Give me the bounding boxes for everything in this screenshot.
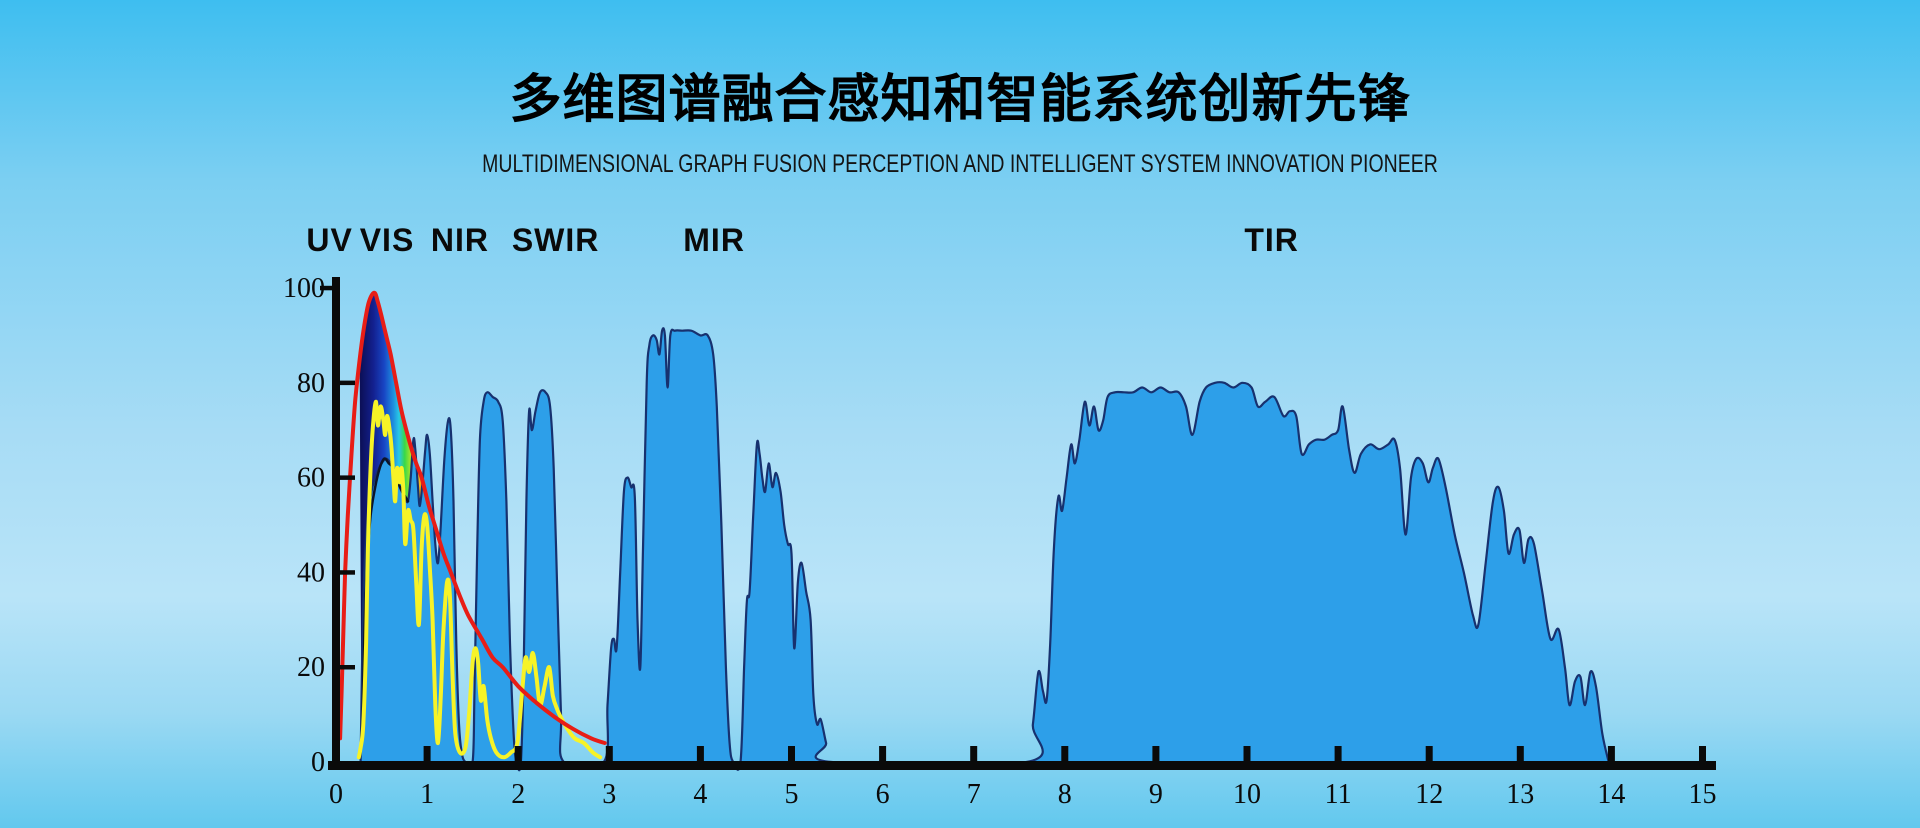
x-axis-tick [1243, 746, 1251, 762]
x-axis-tick [605, 746, 613, 762]
x-axis-label: 9 [1149, 779, 1163, 810]
band-label-swir: SWIR [512, 222, 600, 258]
x-axis-tick [696, 746, 704, 762]
x-axis-label: 5 [785, 779, 799, 810]
page-title: 多维图谱融合感知和智能系统创新先锋 [509, 71, 1411, 129]
x-axis-tick [514, 746, 522, 762]
band-label-mir: MIR [683, 222, 745, 258]
x-axis-tick [1334, 746, 1342, 762]
solar-ground-spectrum-line [356, 399, 603, 760]
y-axis-tick [340, 475, 355, 480]
y-axis-label: 20 [297, 652, 325, 683]
x-axis-label: 15 [1689, 779, 1717, 810]
y-axis-label: 80 [297, 368, 325, 399]
x-axis-label: 14 [1597, 779, 1625, 810]
x-axis-label: 12 [1415, 779, 1443, 810]
x-axis-tick [970, 746, 978, 762]
x-axis-tick [1607, 746, 1615, 762]
x-axis-tick [788, 746, 795, 762]
band-label-nir: NIR [431, 222, 489, 258]
x-axis-label: 3 [602, 779, 616, 810]
x-axis-tick [1425, 746, 1433, 762]
x-axis-label: 6 [876, 779, 890, 810]
y-axis-label: 100 [283, 273, 325, 304]
x-axis-label: 2 [511, 779, 525, 810]
x-axis-label: 7 [967, 779, 981, 810]
x-axis-label: 13 [1506, 779, 1534, 810]
x-axis-tick [1699, 746, 1706, 762]
x-axis-tick [1516, 746, 1524, 762]
page-subtitle: MULTIDIMENSIONAL GRAPH FUSION PERCEPTION… [482, 150, 1438, 178]
band-label-uv: UV [306, 222, 352, 258]
x-axis-tick [1152, 746, 1160, 762]
y-axis-tick [340, 665, 355, 670]
y-axis-label: 40 [297, 557, 325, 588]
x-axis-tick [423, 746, 431, 762]
x-axis-tick [879, 746, 887, 762]
y-axis-tick [340, 570, 355, 575]
x-axis-label: 11 [1325, 779, 1352, 810]
x-axis-line [328, 761, 1716, 770]
x-axis-tick [1061, 746, 1069, 762]
atmospheric-transmission-area [359, 327, 1610, 772]
band-label-tir: TIR [1244, 222, 1299, 258]
band-label-vis: VIS [360, 222, 415, 258]
y-axis-label: 0 [311, 747, 325, 778]
x-axis-label: 0 [329, 779, 343, 810]
y-axis-tick [320, 285, 335, 291]
x-axis-label: 1 [420, 779, 434, 810]
y-axis-line [332, 277, 340, 770]
y-axis-tick [340, 380, 355, 386]
blackbody-envelope-line [338, 290, 607, 745]
x-axis-label: 4 [693, 779, 707, 810]
x-axis-label: 10 [1233, 779, 1261, 810]
x-axis-label: 8 [1058, 779, 1072, 810]
y-axis-label: 60 [297, 463, 325, 494]
